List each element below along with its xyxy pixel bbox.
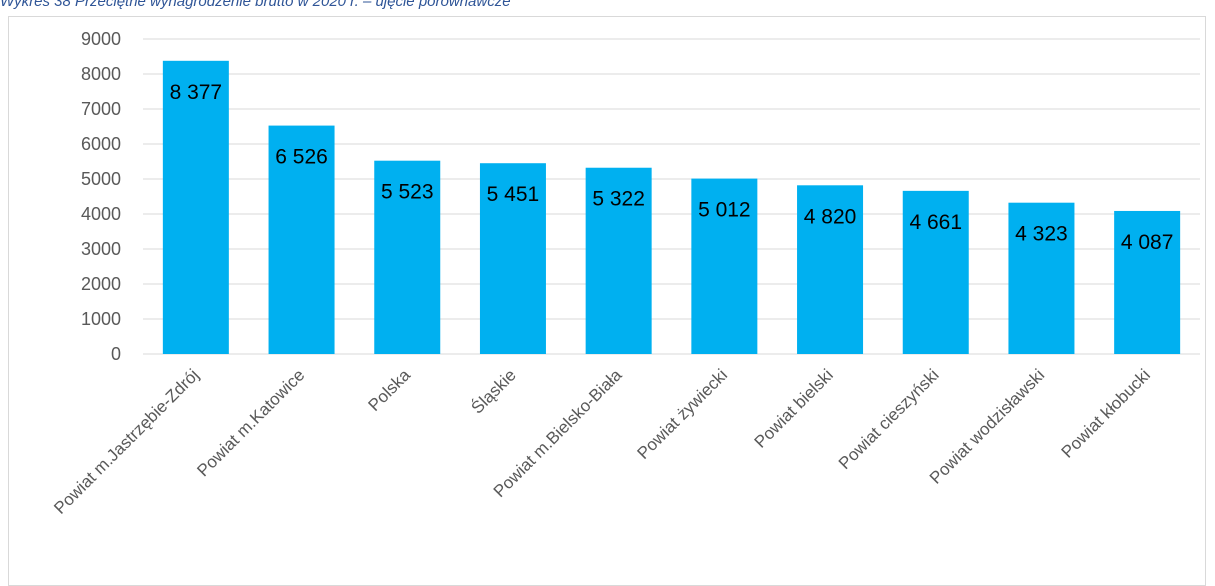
y-tick-label: 2000 [81,274,121,294]
bar [797,185,864,354]
category-label: Powiat wodzisławski [926,365,1048,487]
chart-caption: Wykres 38 Przeciętne wynagrodzenie brutt… [0,0,511,10]
y-tick-label: 8000 [81,64,121,84]
data-label: 6 526 [275,146,328,169]
data-label: 4 087 [1121,231,1174,254]
bar [374,160,441,354]
category-label: Powiat żywiecki [634,365,732,463]
y-tick-label: 5000 [81,169,121,189]
category-label: Powiat m.Jastrzębie-Zdrój [50,365,202,517]
bar [691,178,758,354]
bar [479,163,546,354]
bar [162,60,229,355]
bar [268,125,335,354]
y-tick-label: 0 [111,344,121,364]
data-label: 4 323 [1015,223,1068,246]
bar [1114,210,1181,354]
y-tick-label: 9000 [81,29,121,49]
data-label: 5 322 [592,188,645,211]
y-tick-label: 6000 [81,134,121,154]
y-tick-label: 3000 [81,239,121,259]
data-label: 5 523 [381,181,434,204]
bar [585,167,652,354]
data-label: 4 661 [909,211,962,234]
category-label: Powiat cieszyński [835,365,943,473]
y-tick-label: 1000 [81,309,121,329]
data-label: 5 012 [698,199,751,222]
category-label: Śląskie [468,365,520,417]
data-label: 4 820 [804,205,857,228]
category-label: Powiat kłobucki [1058,365,1154,461]
category-label: Powiat bielski [751,365,837,451]
category-label: Powiat m.Katowice [193,365,308,480]
data-label: 8 377 [170,81,223,104]
bar [1008,202,1075,354]
y-tick-label: 7000 [81,99,121,119]
bar [902,190,969,354]
y-tick-label: 4000 [81,204,121,224]
category-label: Polska [365,365,415,415]
data-label: 5 451 [487,183,540,206]
